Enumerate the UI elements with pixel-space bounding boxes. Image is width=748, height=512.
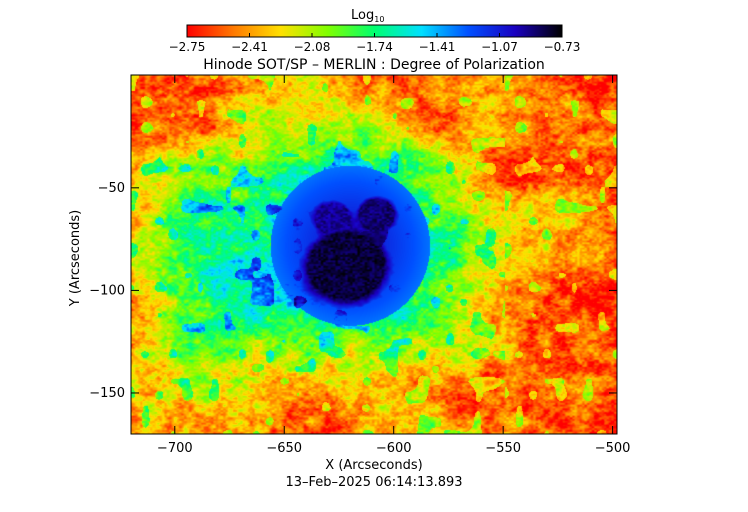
- x-tick-label: −550: [485, 441, 521, 456]
- colorbar-tick-label: −1.74: [356, 40, 393, 54]
- x-tick-label: −500: [595, 441, 631, 456]
- colorbar-tick-label: −2.75: [169, 40, 206, 54]
- colorbar-tick-label: −2.08: [294, 40, 331, 54]
- x-axis-label: X (Arcseconds): [325, 458, 422, 473]
- y-tick-label: −150: [89, 386, 125, 401]
- colorbar: Log10 −2.75 −2.41 −2.08 −1.74 −1.41 −1.07 −0.7…: [169, 8, 581, 54]
- x-axis: −700 −650 −600 −550 −500: [157, 75, 631, 456]
- colorbar-label-subscript: 10: [374, 15, 384, 24]
- polarization-map-canvas: [131, 75, 617, 434]
- heatmap-image: [130, 74, 618, 435]
- plot-frame: [130, 74, 618, 435]
- x-tick-label: −600: [376, 441, 412, 456]
- y-axis-label: Y (Arcseconds): [68, 210, 83, 307]
- chart-title: Hinode SOT/SP – MERLIN : Degree of Polar…: [203, 57, 545, 73]
- colorbar-tick-label: −2.41: [231, 40, 268, 54]
- y-tick-label: −100: [89, 283, 125, 298]
- colorbar-tick-label: −0.73: [544, 40, 581, 54]
- y-axis: −50 −100 −150: [89, 181, 617, 401]
- x-tick-label: −650: [266, 441, 302, 456]
- y-tick-label: −50: [98, 181, 125, 196]
- colorbar-ticks: −2.75 −2.41 −2.08 −1.74 −1.41 −1.07 −0.73: [169, 33, 581, 54]
- colorbar-tick-label: −1.07: [481, 40, 518, 54]
- colorbar-label: Log10: [351, 8, 384, 24]
- x-tick-label: −700: [157, 441, 193, 456]
- colorbar-label-main: Log: [351, 8, 374, 23]
- colorbar-tick-label: −1.41: [419, 40, 456, 54]
- timestamp: 13–Feb–2025 06:14:13.893: [285, 475, 462, 490]
